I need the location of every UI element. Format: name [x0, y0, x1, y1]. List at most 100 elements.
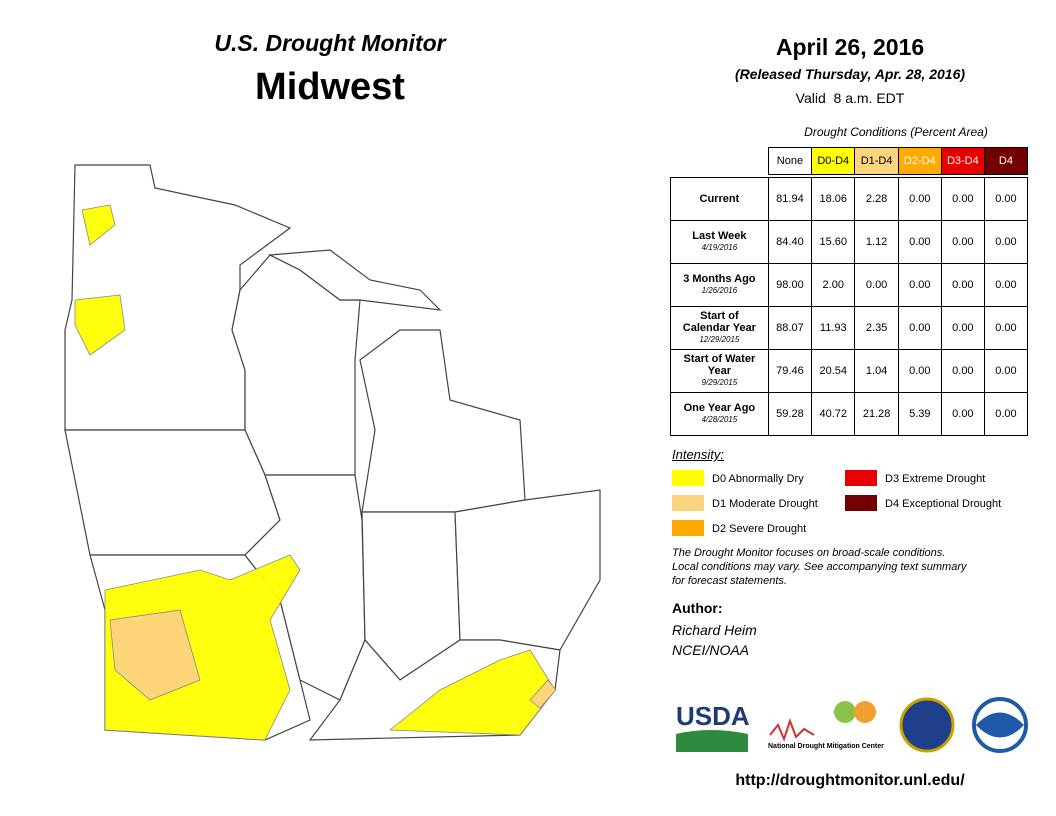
- legend-swatch: [672, 495, 704, 511]
- cell: 0.00: [983, 220, 1029, 264]
- cell: 0.00: [897, 263, 942, 307]
- cell: 18.06: [811, 177, 856, 221]
- note-line: for forecast statements.: [672, 575, 787, 587]
- cell: 40.72: [811, 392, 856, 436]
- ndmc-logo: National Drought Mitigation Center: [768, 743, 884, 750]
- row-name: 3 Months Ago: [683, 273, 756, 285]
- released: (Released Thursday, Apr. 28, 2016): [734, 66, 966, 82]
- author-line: Richard Heim: [672, 622, 757, 638]
- cell: 0.00: [940, 349, 985, 393]
- cell: 0.00: [983, 263, 1029, 307]
- author: Richard Heim NCEI/NOAA: [672, 620, 757, 660]
- cell: 11.93: [811, 306, 856, 350]
- column-header: D2-D4: [897, 147, 942, 175]
- table-row: Start of Calendar Year 12/29/2015 88.07 11.…: [670, 306, 1029, 350]
- cell: 0.00: [897, 349, 942, 393]
- table-row: One Year Ago 4/28/2015 59.28 40.72 21.28 5.39…: [670, 392, 1029, 436]
- ohio: [454, 489, 601, 651]
- d0-area: [388, 649, 556, 736]
- row-date: 4/28/2015: [701, 415, 738, 424]
- valid: Valid 8 a.m. EDT: [795, 90, 905, 106]
- note-line: Local conditions may vary. See accompany…: [672, 561, 967, 573]
- usda-swoosh: [676, 730, 748, 752]
- cell: 0.00: [983, 392, 1029, 436]
- legend-label: D3 Extreme Drought: [885, 473, 986, 485]
- legend-swatch: [845, 495, 877, 511]
- url[interactable]: http://droughtmonitor.unl.edu/: [735, 772, 965, 789]
- table-row: Current 81.94 18.06 2.28 0.00 0.00 0.00: [670, 177, 1029, 221]
- cell: 0.00: [983, 306, 1029, 350]
- legend-label: D0 Abnormally Dry: [712, 473, 804, 485]
- cell: 98.00: [767, 263, 813, 307]
- d0-area: [74, 294, 126, 356]
- row-label: Current: [670, 177, 769, 221]
- row-date: 12/29/2015: [699, 335, 740, 344]
- header-row: None D0-D4 D1-D4 D2-D4 D3-D4 D4: [671, 147, 1029, 175]
- row-date: 4/19/2016: [701, 243, 738, 252]
- row-date: 1/26/2016: [701, 286, 738, 295]
- table-row: Last Week 4/19/2016 84.40 15.60 1.12 0.00 0.00…: [670, 220, 1029, 264]
- doc-seal: [899, 697, 955, 753]
- row-label: Start of Water Year 9/29/2015: [670, 349, 769, 393]
- cell: 59.28: [767, 392, 813, 436]
- author-heading: Author:: [672, 600, 723, 616]
- legend-label: D4 Exceptional Drought: [885, 498, 1002, 510]
- cell: 0.00: [897, 306, 942, 350]
- tree: [854, 701, 876, 723]
- d1-area: [529, 679, 557, 709]
- cell: 2.28: [854, 177, 899, 221]
- cell: 2.35: [854, 306, 899, 350]
- cell: 79.46: [767, 349, 813, 393]
- logos: USDA National Drought Mitigation Center: [676, 697, 1028, 753]
- cell: 21.28: [854, 392, 899, 436]
- tree: [834, 701, 856, 723]
- note: The Drought Monitor focuses on broad-sca…: [672, 546, 966, 588]
- cell: 0.00: [940, 177, 985, 221]
- note-line: The Drought Monitor focuses on broad-sca…: [672, 547, 946, 559]
- map: [64, 164, 601, 741]
- row-name: Start of Water Year: [683, 353, 756, 377]
- legend-swatch: [845, 470, 877, 486]
- column-header: D3-D4: [940, 147, 985, 175]
- cell: 0.00: [897, 220, 942, 264]
- d0-area: [81, 204, 116, 246]
- cell: 0.00: [940, 392, 985, 436]
- cell: 2.00: [811, 263, 856, 307]
- d1-area: [109, 609, 201, 701]
- cell: 0.00: [854, 263, 899, 307]
- cell: 0.00: [897, 177, 942, 221]
- row-name: Last Week: [692, 230, 747, 242]
- cell: 0.00: [940, 263, 985, 307]
- date: April 26, 2016: [775, 34, 925, 60]
- cell: 84.40: [767, 220, 813, 264]
- noaa-wave: [976, 712, 1024, 738]
- cell: 20.54: [811, 349, 856, 393]
- cell: 0.00: [940, 220, 985, 264]
- cell: 1.12: [854, 220, 899, 264]
- cell: 81.94: [767, 177, 813, 221]
- legend-label: D1 Moderate Drought: [712, 498, 818, 510]
- usda-logo: USDA: [676, 701, 750, 731]
- corner: [671, 148, 769, 175]
- drought-areas: [74, 204, 557, 741]
- column-header: D1-D4: [854, 147, 899, 175]
- table-row: Start of Water Year 9/29/2015 79.46 20.54 1.…: [670, 349, 1029, 393]
- cell: 0.00: [983, 177, 1029, 221]
- row-label: One Year Ago 4/28/2015: [670, 392, 769, 436]
- cell: 1.04: [854, 349, 899, 393]
- legend-swatch: [672, 470, 704, 486]
- row-name: Current: [699, 193, 740, 205]
- column-header: D0-D4: [811, 147, 856, 175]
- cell: 0.00: [983, 349, 1029, 393]
- row-name: One Year Ago: [683, 402, 756, 414]
- row-name: Start of Calendar Year: [682, 310, 756, 334]
- row-label: 3 Months Ago 1/26/2016: [670, 263, 769, 307]
- row-label: Start of Calendar Year 12/29/2015: [670, 306, 769, 350]
- column-header: D4: [983, 147, 1029, 175]
- illinois: [244, 474, 366, 701]
- row-date: 9/29/2015: [701, 378, 738, 387]
- cell: 88.07: [767, 306, 813, 350]
- conditions-table: None D0-D4 D1-D4 D2-D4 D3-D4 D4 Current 81.94 18…: [670, 147, 1029, 436]
- cell: 0.00: [940, 306, 985, 350]
- title: U.S. Drought Monitor: [214, 30, 446, 56]
